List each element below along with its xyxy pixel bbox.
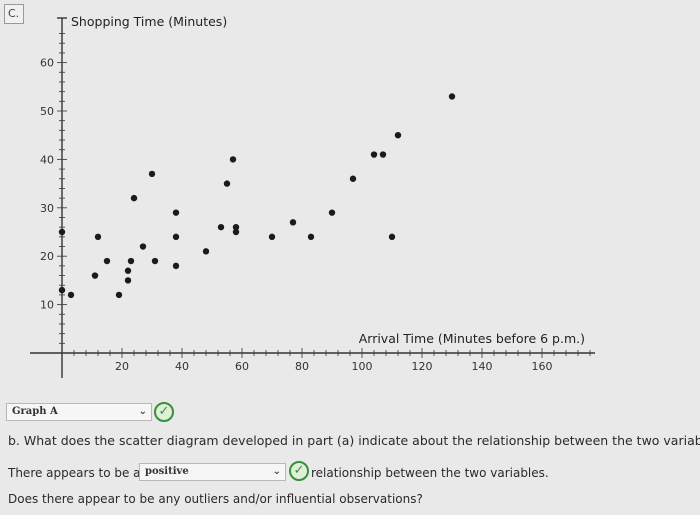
chevron-down-icon: ⌄	[138, 406, 147, 417]
chevron-down-icon: ⌄	[272, 466, 281, 477]
data-point	[289, 219, 297, 226]
data-point	[232, 228, 240, 236]
answer-suffix: relationship between the two variables.	[311, 466, 549, 480]
data-point	[394, 132, 402, 139]
x-tick-label: 140	[472, 360, 493, 373]
correct-check-icon: ✓	[154, 402, 174, 422]
graph-select[interactable]: Graph A ⌄	[6, 403, 152, 421]
scatter-chart: 10 20 30 40 50 60 20 40 60 80 100 120 140 160 Shopping…	[30, 14, 595, 378]
data-point	[103, 257, 111, 265]
x-axis-title: Arrival Time (Minutes before 6 p.m.)	[359, 331, 585, 346]
data-point	[67, 291, 75, 299]
data-point	[217, 223, 225, 231]
y-axis-title: Shopping Time (Minutes)	[71, 14, 227, 29]
data-point	[349, 175, 357, 182]
data-point	[223, 180, 231, 187]
answer-prefix: There appears to be a	[8, 466, 141, 480]
data-point	[58, 286, 66, 294]
data-point	[151, 257, 159, 265]
y-tick-label: 30	[40, 202, 54, 215]
graph-select-value: Graph A	[12, 406, 58, 417]
data-point	[115, 291, 123, 299]
x-tick-label: 160	[532, 360, 553, 373]
data-point	[130, 194, 138, 202]
x-tick-label: 60	[235, 360, 249, 373]
data-point	[58, 228, 66, 236]
data-point	[202, 248, 210, 255]
y-tick-label: 50	[40, 105, 54, 118]
y-tick-label: 10	[40, 299, 54, 312]
outliers-question-text: Does there appear to be any outliers and…	[8, 492, 423, 506]
data-point	[124, 267, 132, 274]
x-tick-label: 80	[295, 360, 309, 373]
x-tick-label: 120	[412, 360, 433, 373]
y-tick-label: 40	[40, 153, 54, 166]
x-tick-label: 100	[352, 360, 373, 373]
question-b-text: b. What does the scatter diagram develop…	[8, 433, 700, 448]
data-point	[307, 233, 315, 241]
data-point	[139, 243, 147, 250]
data-point	[172, 209, 180, 216]
data-point	[379, 151, 387, 158]
data-point	[268, 233, 276, 241]
data-point	[94, 233, 102, 241]
data-point	[328, 209, 336, 216]
data-point	[172, 262, 180, 270]
y-tick-label: 60	[40, 57, 54, 70]
data-point	[91, 272, 99, 279]
data-point	[229, 156, 237, 163]
relationship-select[interactable]: positive ⌄	[139, 463, 286, 481]
data-point	[148, 170, 156, 178]
data-point	[127, 257, 135, 265]
data-point	[448, 93, 456, 100]
x-tick-label: 40	[175, 360, 189, 373]
part-label: C.	[4, 4, 24, 24]
relationship-select-value: positive	[145, 466, 189, 477]
data-point	[388, 233, 396, 241]
data-point	[172, 233, 180, 241]
y-tick-label: 20	[40, 250, 54, 263]
correct-check-icon: ✓	[289, 461, 309, 481]
data-point	[370, 151, 378, 158]
x-tick-label: 20	[115, 360, 129, 373]
data-point	[232, 223, 240, 231]
data-point	[124, 277, 132, 284]
